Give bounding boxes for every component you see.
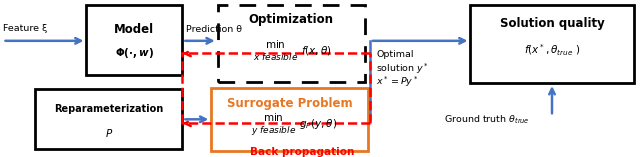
Text: $\min$: $\min$: [263, 111, 284, 123]
Text: Reparameterization: Reparameterization: [54, 104, 163, 114]
Text: Optimal: Optimal: [376, 50, 414, 60]
Text: $y$ feasible: $y$ feasible: [251, 124, 296, 137]
FancyBboxPatch shape: [211, 88, 368, 151]
Text: $\mathbf{\Phi(\cdot,}$$\boldsymbol{w}$$\mathbf{)}$: $\mathbf{\Phi(\cdot,}$$\boldsymbol{w}$$\…: [115, 46, 154, 60]
Text: Optimization: Optimization: [249, 13, 333, 26]
FancyBboxPatch shape: [35, 89, 182, 149]
Text: $P$: $P$: [105, 127, 113, 139]
Text: Surrogate Problem: Surrogate Problem: [227, 97, 353, 110]
Text: $x$ feasible: $x$ feasible: [253, 51, 298, 62]
Text: Prediction θ: Prediction θ: [186, 25, 242, 34]
FancyBboxPatch shape: [86, 5, 182, 75]
FancyBboxPatch shape: [470, 5, 634, 83]
Text: Model: Model: [115, 23, 154, 35]
Text: $x^* = Py^*$: $x^* = Py^*$: [376, 74, 419, 89]
Text: Ground truth $\theta_{true}$: Ground truth $\theta_{true}$: [444, 113, 529, 126]
Text: $\min$: $\min$: [265, 38, 285, 50]
Text: $f(x,\theta)$: $f(x,\theta)$: [301, 44, 332, 57]
Text: Feature ξ: Feature ξ: [3, 24, 47, 33]
Text: Solution quality: Solution quality: [500, 17, 604, 30]
Text: solution $y^*$: solution $y^*$: [376, 61, 429, 76]
FancyBboxPatch shape: [218, 5, 365, 82]
Text: $f(x^*, \theta_{true}\ )$: $f(x^*, \theta_{true}\ )$: [524, 43, 580, 58]
Text: Back propagation: Back propagation: [250, 146, 354, 157]
Text: $g_P(y,\theta)$: $g_P(y,\theta)$: [300, 117, 337, 131]
